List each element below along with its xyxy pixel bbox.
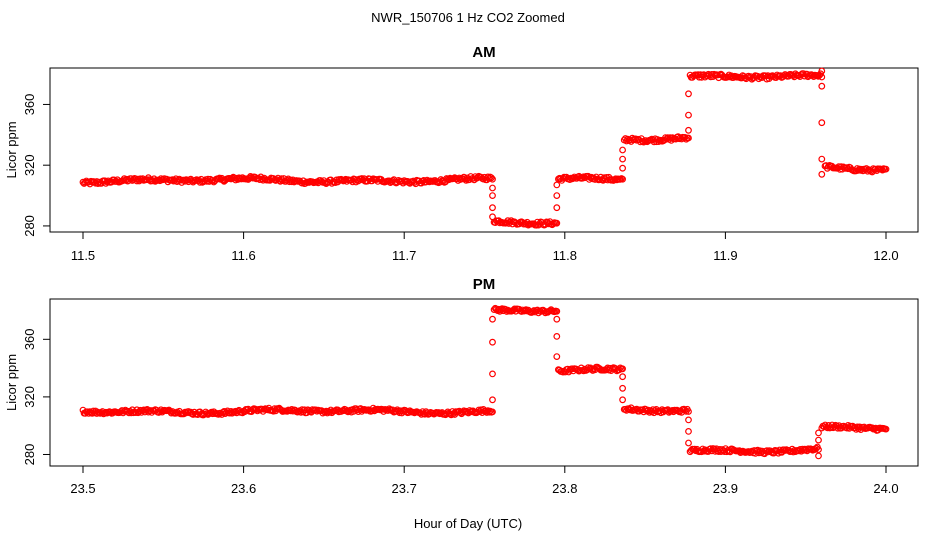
chart-panels: AM Licor ppm 11.5 11.6 11.7 11.8 11.9 12.0 280 32… xyxy=(4,44,919,496)
data-point xyxy=(818,67,826,75)
data-point xyxy=(619,396,626,404)
panel-title: PM xyxy=(473,276,496,293)
data-point xyxy=(818,82,826,90)
data-point xyxy=(685,90,692,98)
data-point xyxy=(489,175,496,183)
data-point xyxy=(685,416,692,424)
x-tick-label: 23.6 xyxy=(231,481,256,496)
data-point xyxy=(489,315,496,323)
figure-title: NWR_150706 1 Hz CO2 Zoomed xyxy=(371,10,565,25)
data-point xyxy=(488,174,495,182)
data-point xyxy=(553,192,561,200)
data-point xyxy=(818,119,826,127)
y-tick-label: 320 xyxy=(22,386,37,408)
data-point xyxy=(685,126,692,134)
y-tick-label: 320 xyxy=(22,154,37,176)
y-axis-label: Licor ppm xyxy=(4,354,19,411)
y-tick-label: 360 xyxy=(22,94,37,116)
x-tick-label: 23.8 xyxy=(552,481,577,496)
data-point xyxy=(553,219,561,227)
plot-frame xyxy=(49,67,919,233)
data-point xyxy=(815,436,822,444)
data-point xyxy=(700,447,708,455)
plot-frame xyxy=(49,298,919,467)
data-point xyxy=(489,338,496,346)
data-point xyxy=(553,315,561,323)
figure-x-axis-label: Hour of Day (UTC) xyxy=(414,516,522,531)
y-tick-label: 280 xyxy=(22,215,37,237)
data-point xyxy=(489,396,496,404)
data-point xyxy=(662,134,669,142)
data-point xyxy=(619,155,626,163)
data-point xyxy=(818,155,826,163)
y-tick-label: 360 xyxy=(22,328,37,350)
data-point xyxy=(485,408,493,416)
data-points xyxy=(79,67,890,229)
data-point xyxy=(685,408,692,415)
data-point xyxy=(882,425,890,433)
data-point xyxy=(619,164,626,172)
x-tick-label: 23.5 xyxy=(70,481,95,496)
data-points xyxy=(79,304,890,460)
data-point xyxy=(685,428,692,435)
data-point xyxy=(103,178,111,186)
data-point xyxy=(619,146,626,154)
x-tick-label: 11.5 xyxy=(71,248,95,263)
data-point xyxy=(808,445,816,453)
data-point xyxy=(619,384,626,392)
am-panel: AM Licor ppm 11.5 11.6 11.7 11.8 11.9 12.0 280 32… xyxy=(4,44,919,263)
data-point xyxy=(858,165,866,173)
pm-panel: PM Licor ppm 23.5 23.6 23.7 23.8 23.9 24.0 280 32… xyxy=(4,276,919,496)
data-point xyxy=(685,111,692,119)
data-point xyxy=(553,181,561,189)
data-point xyxy=(818,170,826,178)
data-point xyxy=(553,353,561,361)
data-point xyxy=(619,373,626,381)
data-point xyxy=(127,409,135,417)
x-tick-label: 11.9 xyxy=(713,248,737,263)
x-tick-label: 12.0 xyxy=(873,248,898,263)
data-point xyxy=(489,370,496,378)
panel-title: AM xyxy=(472,44,495,61)
x-tick-label: 11.7 xyxy=(392,248,416,263)
data-point xyxy=(569,174,577,182)
data-point xyxy=(489,184,496,192)
data-point xyxy=(685,134,692,142)
data-point xyxy=(532,221,540,229)
data-point xyxy=(489,408,496,416)
data-point xyxy=(619,365,626,373)
data-point xyxy=(553,333,561,340)
data-point xyxy=(489,192,496,200)
data-point xyxy=(815,429,822,437)
data-point xyxy=(553,204,561,212)
y-tick-label: 280 xyxy=(22,444,37,466)
y-axis-label: Licor ppm xyxy=(4,121,19,178)
data-point xyxy=(815,452,822,460)
x-tick-label: 11.6 xyxy=(231,248,255,263)
data-point xyxy=(815,446,822,454)
data-point xyxy=(392,407,400,415)
data-point xyxy=(619,175,626,183)
data-point xyxy=(489,213,496,221)
x-tick-label: 23.7 xyxy=(392,481,417,496)
data-point xyxy=(489,204,496,212)
x-tick-label: 23.9 xyxy=(713,481,738,496)
x-tick-label: 24.0 xyxy=(873,481,898,496)
data-point xyxy=(882,165,890,173)
data-point xyxy=(553,307,561,315)
x-tick-label: 11.8 xyxy=(553,248,577,263)
data-point xyxy=(685,439,692,447)
